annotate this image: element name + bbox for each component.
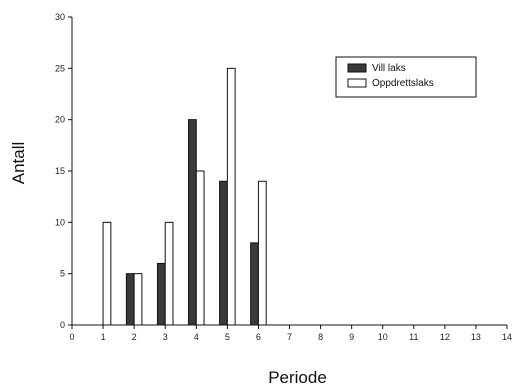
legend-entry-label: Vill laks — [372, 63, 406, 74]
x-tick-label: 7 — [287, 332, 292, 342]
bar-vill-laks — [219, 180, 228, 326]
bar-vill-laks — [125, 273, 135, 326]
x-tick-label: 9 — [349, 332, 354, 342]
y-tick-label: 30 — [55, 12, 65, 22]
bar-oppdrettslaks — [195, 170, 205, 326]
x-tick-label: 8 — [318, 332, 323, 342]
x-tick-label: 0 — [69, 332, 74, 342]
bars — [102, 67, 267, 326]
bar-vill-laks — [156, 262, 166, 326]
legend: Vill laks Oppdrettslaks — [335, 56, 477, 98]
bar-vill-laks — [188, 119, 197, 326]
y-axis-label: Antall — [9, 142, 28, 185]
legend-box — [335, 56, 477, 98]
x-axis-label: Periode — [268, 368, 327, 387]
x-tick-label: 10 — [378, 332, 388, 342]
y-tick-label: 5 — [60, 269, 65, 279]
bar-vill-laks — [250, 242, 259, 326]
legend-entry-label: Oppdrettslaks — [372, 78, 434, 89]
x-tick-label: 5 — [225, 332, 230, 342]
legend-swatch — [347, 63, 367, 73]
x-tick-label: 2 — [132, 332, 137, 342]
bar-oppdrettslaks — [102, 221, 112, 326]
x-tick-label: 3 — [163, 332, 168, 342]
y-tick-label: 10 — [55, 217, 65, 227]
legend-swatch — [347, 78, 367, 88]
bar-oppdrettslaks — [133, 273, 143, 326]
x-tick-label: 6 — [256, 332, 261, 342]
y-tick-label: 15 — [55, 166, 65, 176]
x-tick-label: 13 — [471, 332, 481, 342]
bar-oppdrettslaks — [226, 67, 236, 326]
x-tick-label: 1 — [101, 332, 106, 342]
y-tick-label: 25 — [55, 63, 65, 73]
x-tick-label: 11 — [409, 332, 418, 342]
x-tick-label: 12 — [440, 332, 450, 342]
y-tick-label: 20 — [55, 115, 65, 125]
x-tick-label: 14 — [502, 332, 512, 342]
y-tick-label: 0 — [60, 320, 65, 330]
x-tick-label: 4 — [194, 332, 199, 342]
bar-oppdrettslaks — [257, 180, 267, 326]
bar-oppdrettslaks — [164, 221, 174, 326]
